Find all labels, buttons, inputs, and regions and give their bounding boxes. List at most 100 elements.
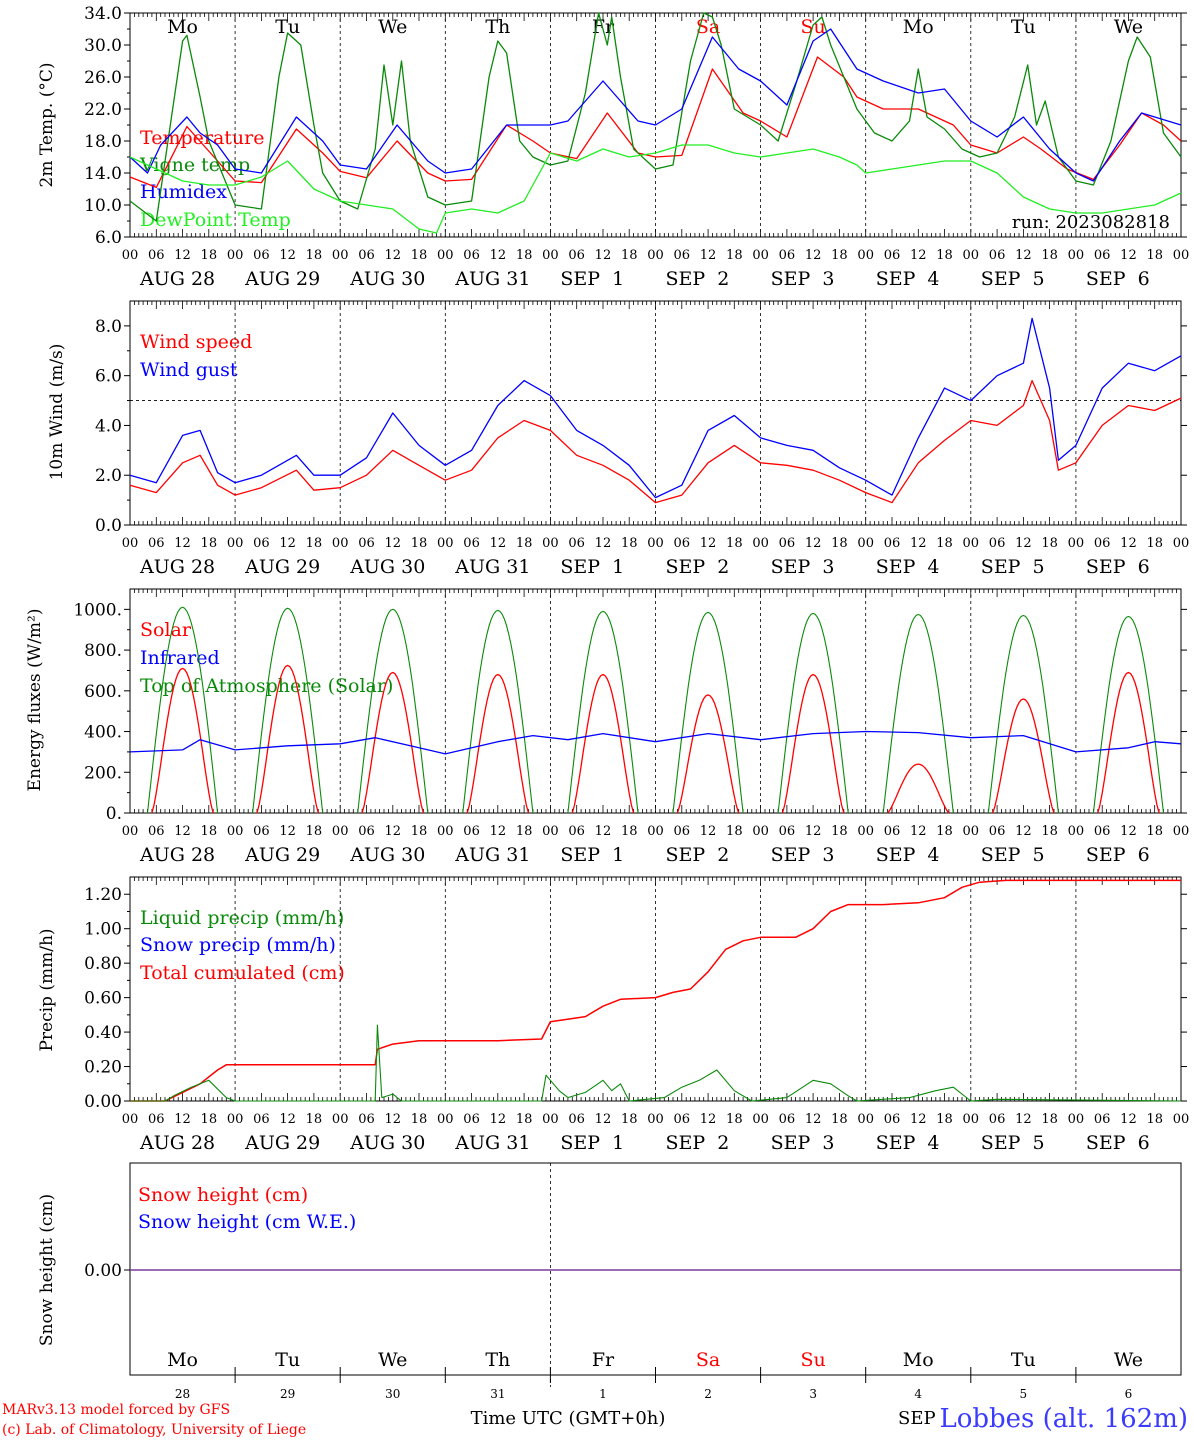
hour-tick-label: 12 [1015,248,1032,263]
day-number-label: 31 [490,1387,505,1401]
hour-tick-label: 12 [805,1112,822,1127]
date-label: SEP 6 [1086,844,1150,866]
date-label: SEP 2 [666,844,730,866]
hour-tick-label: 00 [542,824,559,839]
hour-tick-label: 06 [463,248,480,263]
hour-tick-label: 00 [1068,248,1085,263]
hour-tick-label: 18 [201,248,218,263]
series-vigne-temp [129,12,1182,222]
time-ticks [129,589,1182,813]
hour-tick-label: 06 [779,1112,796,1127]
hour-tick-label: 18 [306,248,323,263]
hour-tick-label: 18 [936,536,953,551]
date-label: AUG 29 [244,1132,320,1154]
hour-tick-label: 06 [253,1112,270,1127]
hour-tick-label: 12 [490,536,507,551]
date-label: SEP 4 [876,268,940,290]
series-solar-day [256,664,319,814]
day-number-label: 29 [280,1387,295,1401]
hour-tick-label: 06 [568,1112,585,1127]
hour-tick-label: 12 [700,824,717,839]
hour-tick-label: 00 [752,824,769,839]
hour-tick-label: 00 [647,824,664,839]
hour-tick-label: 00 [752,536,769,551]
hour-tick-label: 18 [621,824,638,839]
precip-ylabel: Precip (mm/h) [37,928,57,1051]
y-tick-label: 800. [84,641,122,661]
legend-wind-speed: Wind speed [140,331,252,353]
hour-tick-label: 18 [936,824,953,839]
weekday-label: Fr [592,1349,615,1371]
hour-tick-label: 12 [490,1112,507,1127]
series-toa-solar-day [1092,615,1165,814]
y-tick-label: 6.0 [95,367,122,387]
hour-tick-label: 00 [857,1112,874,1127]
series-solar-day [676,694,740,814]
y-tick-label: 0.60 [84,989,122,1009]
date-label: SEP 5 [981,268,1045,290]
hour-tick-label: 00 [227,824,244,839]
series-solar-day [992,698,1055,814]
hour-tick-label: 06 [358,248,375,263]
day-number-label: 3 [809,1387,817,1401]
weekday-label: We [1114,16,1143,38]
hour-tick-label: 06 [253,536,270,551]
y-tick-label: 4.0 [95,416,122,436]
hour-tick-label: 18 [726,248,743,263]
hour-tick-label: 00 [963,248,980,263]
date-label: SEP 6 [1086,556,1150,578]
hour-tick-label: 12 [384,248,401,263]
copyright-credit: (c) Lab. of Climatology, University of L… [2,1422,306,1438]
weekday-label: Tu [1011,16,1036,38]
hour-tick-label: 06 [358,824,375,839]
hour-tick-label: 12 [384,536,401,551]
hour-tick-label: 00 [752,248,769,263]
hour-tick-label: 12 [805,536,822,551]
hour-tick-label: 12 [279,248,296,263]
y-tick-label: 0.20 [84,1058,122,1078]
hour-tick-label: 18 [306,536,323,551]
date-label: SEP 1 [560,844,624,866]
y-tick-label: 0.0 [95,516,122,536]
hour-tick-label: 06 [779,536,796,551]
hour-tick-label: 18 [306,1112,323,1127]
hour-tick-label: 12 [1120,248,1137,263]
weekday-label: Th [485,16,510,38]
date-label: AUG 30 [349,268,425,290]
hour-tick-label: 18 [726,536,743,551]
series-solar-day [361,671,425,814]
legend-total-cumulated: Total cumulated (cm) [140,962,345,984]
hour-tick-label: 00 [227,1112,244,1127]
time-axis-label: Time UTC (GMT+0h) [471,1408,666,1429]
overlap-sep-label: SEP [898,1408,936,1429]
hour-tick-label: 00 [752,1112,769,1127]
hour-tick-label: 06 [1094,536,1111,551]
hour-tick-label: 12 [595,824,612,839]
date-label: AUG 30 [349,844,425,866]
hour-tick-label: 18 [411,824,428,839]
hour-tick-label: 06 [884,1112,901,1127]
run-label: run: 2023082818 [1012,212,1170,233]
legend-snow-height-we: Snow height (cm W.E.) [138,1211,356,1233]
series-infrared [129,730,1182,755]
hour-tick-label: 00 [1068,1112,1085,1127]
date-label: SEP 2 [666,556,730,578]
hour-tick-label: 00 [1068,536,1085,551]
series-solar-day [781,673,845,814]
hour-tick-label: 00 [1173,536,1190,551]
hour-tick-label: 18 [411,1112,428,1127]
hour-tick-label: 18 [201,824,218,839]
legend-snow-height: Snow height (cm) [138,1184,308,1206]
date-label: AUG 30 [349,1132,425,1154]
hour-tick-label: 18 [516,824,533,839]
hour-tick-label: 18 [1041,824,1058,839]
hour-tick-label: 18 [516,1112,533,1127]
hour-tick-label: 06 [463,1112,480,1127]
date-label: AUG 28 [139,844,215,866]
date-label: SEP 3 [771,268,835,290]
legend-temperature: Temperature [140,127,264,149]
hour-tick-label: 06 [148,824,165,839]
date-label: AUG 29 [244,556,320,578]
hour-tick-label: 06 [884,824,901,839]
hour-tick-label: 00 [437,248,454,263]
